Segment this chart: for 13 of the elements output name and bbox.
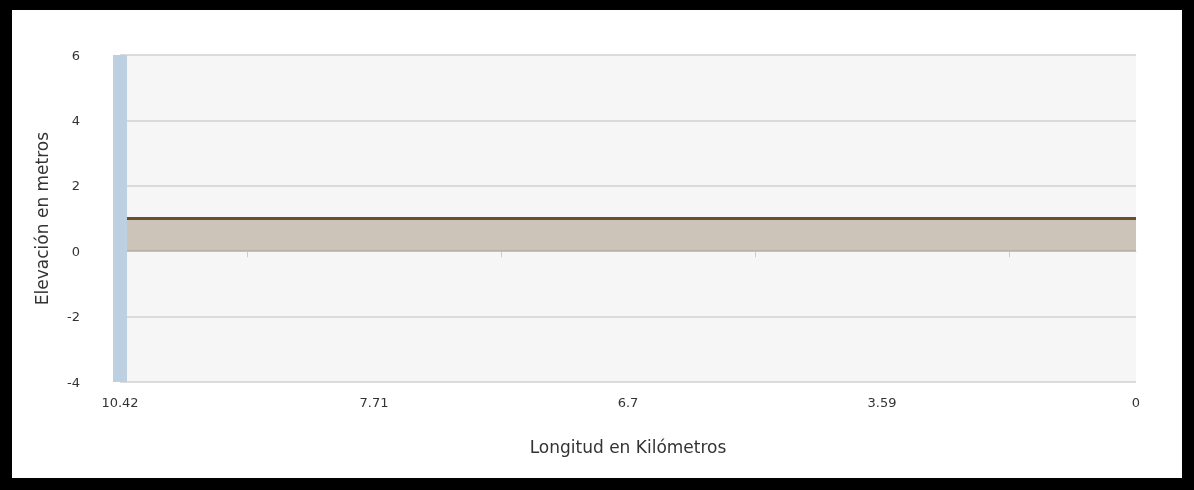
x-tick-label: 3.59 — [867, 395, 897, 410]
x-tick-label: 0 — [1131, 395, 1141, 410]
x-axis-title: Longitud en Kilómetros — [529, 436, 727, 457]
x-tick-label: 6.7 — [617, 395, 639, 410]
y-axis-title: Elevación en metros — [31, 131, 52, 306]
y-tick-label: -4 — [67, 374, 80, 390]
x-tick-label: 10.42 — [101, 395, 139, 410]
y-tick-label: -2 — [67, 309, 80, 325]
y-tick-label: 0 — [71, 243, 80, 259]
y-tick-label: 6 — [71, 47, 80, 63]
x-tick-label: 7.71 — [359, 395, 389, 410]
y-tick-label: 2 — [71, 178, 80, 194]
y-tick-label: 4 — [71, 112, 80, 128]
